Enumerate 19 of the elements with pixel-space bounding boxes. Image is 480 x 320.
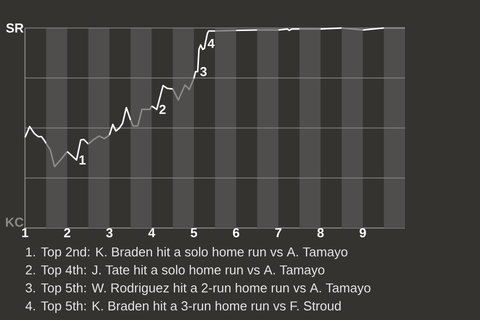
x-tick-label: 3 (106, 228, 113, 238)
x-tick-label: 4 (148, 228, 156, 238)
annotation: 3 (200, 67, 207, 76)
text: 2. Top 4th: J. Tate hit a solo home run vs A. Tamayo (26, 264, 324, 278)
text: KC (6, 218, 24, 227)
x-tick-label: 9 (360, 228, 366, 238)
x-tick-label: 2 (64, 228, 70, 238)
text: SR (6, 23, 24, 33)
x-tick-label: 7 (275, 228, 282, 238)
text: 3. Top 5th: W. Rodriguez hit a 2-run home run vs A. Tamayo (26, 282, 370, 296)
x-tick-label: 1 (22, 228, 28, 238)
text: 4. Top 5th: K. Braden hit a 3-run home run vs F. Stroud (26, 300, 341, 314)
annotation: 2 (159, 104, 166, 114)
annotation: 4 (208, 38, 215, 48)
annotation: 1 (80, 156, 86, 164)
text: 1. Top 2nd: K. Braden hit a solo home run vs A. Tamayo (26, 246, 348, 260)
x-tick-label: 8 (317, 228, 324, 238)
x-tick-label: 6 (232, 228, 240, 238)
x-tick-label: 5 (190, 228, 198, 238)
